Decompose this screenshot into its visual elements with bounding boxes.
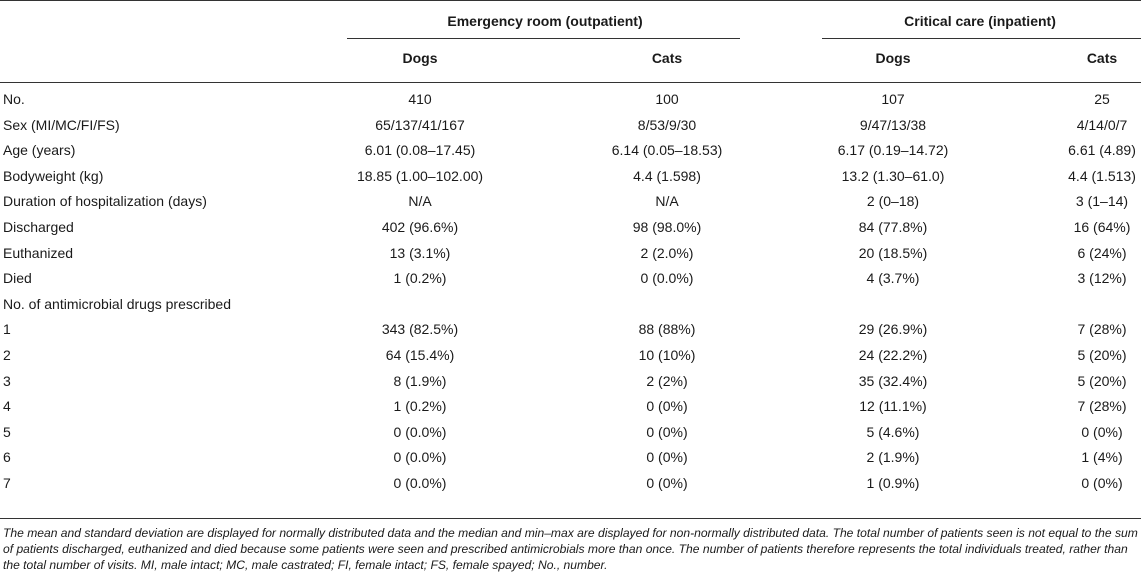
cell-cc-dogs: 13.2 (1.30–61.0)	[841, 167, 945, 184]
cell-er-dogs: 402 (96.6%)	[381, 219, 459, 235]
cell-er-cats: N/A	[655, 193, 679, 210]
cell-er-dogs: 8 (1.9%)	[393, 372, 447, 389]
cell-er-cats: 100	[655, 91, 679, 107]
row-label: Sex (MI/MC/FI/FS)	[3, 116, 120, 133]
row-label: 3	[3, 372, 11, 389]
cell-cc-dogs: 1 (0.9%)	[866, 475, 920, 491]
row-label: 5	[3, 423, 11, 440]
cell-er-dogs: N/A	[408, 193, 432, 210]
cell-er-dogs: 1 (0.2%)	[393, 270, 447, 287]
cell-cc-cats: 3 (1–14)	[1075, 193, 1129, 210]
cell-cc-dogs: 24 (22.2%)	[858, 347, 928, 363]
cell-er-dogs: 343 (82.5%)	[381, 321, 459, 338]
cell-cc-cats: 6.61 (4.89)	[1068, 142, 1136, 159]
row-label: Bodyweight (kg)	[3, 167, 104, 184]
cell-er-cats: 0 (0%)	[646, 398, 688, 415]
row-label: 1	[3, 321, 11, 338]
cell-er-cats: 0 (0.0%)	[640, 270, 694, 287]
cell-er-cats: 88 (88%)	[638, 321, 696, 338]
group-header-critical-care: Critical care (inpatient)	[904, 13, 1056, 29]
cell-cc-cats: 5 (20%)	[1077, 372, 1127, 389]
row-label: No.	[3, 91, 25, 107]
cell-er-dogs: 0 (0.0%)	[393, 449, 447, 466]
row-label: Duration of hospitalization (days)	[3, 193, 207, 210]
row-label: Died	[3, 270, 32, 287]
cell-cc-dogs: 35 (32.4%)	[858, 372, 928, 389]
cell-er-dogs: 1 (0.2%)	[393, 398, 447, 415]
cell-er-cats: 0 (0%)	[646, 475, 688, 491]
cell-cc-dogs: 2 (0–18)	[866, 193, 920, 210]
cell-cc-dogs: 9/47/13/38	[859, 116, 927, 133]
group-header-emergency-room: Emergency room (outpatient)	[447, 13, 643, 29]
group-rule-emergency-room	[347, 38, 740, 39]
cell-cc-dogs: 5 (4.6%)	[866, 423, 920, 440]
cell-er-dogs: 0 (0.0%)	[393, 475, 447, 491]
cell-cc-cats: 5 (20%)	[1077, 347, 1127, 363]
cell-er-cats: 0 (0%)	[646, 449, 688, 466]
cell-er-cats: 0 (0%)	[646, 423, 688, 440]
cell-cc-cats: 16 (64%)	[1073, 219, 1131, 235]
cell-er-cats: 4.4 (1.598)	[633, 167, 701, 184]
cell-cc-dogs: 4 (3.7%)	[866, 270, 920, 287]
row-label: No. of antimicrobial drugs prescribed	[3, 295, 231, 312]
cell-cc-dogs: 107	[881, 91, 905, 107]
cell-cc-cats: 1 (4%)	[1081, 449, 1123, 466]
cell-er-cats: 2 (2%)	[646, 372, 688, 389]
cell-er-cats: 98 (98.0%)	[632, 219, 702, 235]
cell-er-dogs: 0 (0.0%)	[393, 423, 447, 440]
top-rule	[0, 0, 1141, 1]
cell-er-dogs: 65/137/41/167	[375, 116, 465, 133]
row-label: 2	[3, 347, 11, 363]
col-header-er-cats: Cats	[651, 50, 683, 66]
cell-cc-cats: 4/14/0/7	[1076, 116, 1128, 133]
cell-cc-dogs: 2 (1.9%)	[866, 449, 920, 466]
table-footnote: The mean and standard deviation are disp…	[3, 526, 1138, 573]
col-header-cc-dogs: Dogs	[875, 50, 911, 66]
header-rule	[0, 82, 1141, 83]
cell-er-dogs: 13 (3.1%)	[389, 244, 451, 261]
cell-cc-cats: 7 (28%)	[1077, 321, 1127, 338]
cell-cc-dogs: 20 (18.5%)	[858, 244, 928, 261]
cell-er-cats: 2 (2.0%)	[640, 244, 694, 261]
cell-er-cats: 8/53/9/30	[637, 116, 697, 133]
cell-er-dogs: 64 (15.4%)	[385, 347, 455, 363]
group-rule-critical-care	[822, 38, 1141, 39]
cell-er-dogs: 6.01 (0.08–17.45)	[364, 142, 476, 159]
cell-cc-cats: 7 (28%)	[1077, 398, 1127, 415]
row-label: 4	[3, 398, 11, 415]
row-label: 6	[3, 449, 11, 466]
cell-cc-cats: 25	[1094, 91, 1110, 107]
row-label: Discharged	[3, 219, 74, 235]
cell-cc-dogs: 29 (26.9%)	[858, 321, 928, 338]
cell-cc-dogs: 6.17 (0.19–14.72)	[837, 142, 949, 159]
col-header-cc-cats: Cats	[1086, 50, 1118, 66]
row-label: 7	[3, 475, 11, 491]
col-header-er-dogs: Dogs	[402, 50, 438, 66]
row-label: Euthanized	[3, 244, 74, 261]
cell-cc-cats: 3 (12%)	[1077, 270, 1127, 287]
cell-er-dogs: 410	[408, 91, 432, 107]
bottom-rule	[0, 518, 1141, 519]
cell-cc-cats: 0 (0%)	[1081, 423, 1123, 440]
row-label: Age (years)	[3, 142, 76, 159]
cell-er-cats: 10 (10%)	[638, 347, 696, 363]
cell-cc-dogs: 84 (77.8%)	[858, 219, 928, 235]
cell-er-cats: 6.14 (0.05–18.53)	[611, 142, 723, 159]
cell-cc-cats: 4.4 (1.513)	[1068, 167, 1136, 184]
cell-er-dogs: 18.85 (1.00–102.00)	[356, 167, 484, 184]
cell-cc-cats: 6 (24%)	[1077, 244, 1127, 261]
cell-cc-cats: 0 (0%)	[1081, 475, 1123, 491]
cell-cc-dogs: 12 (11.1%)	[859, 398, 927, 415]
